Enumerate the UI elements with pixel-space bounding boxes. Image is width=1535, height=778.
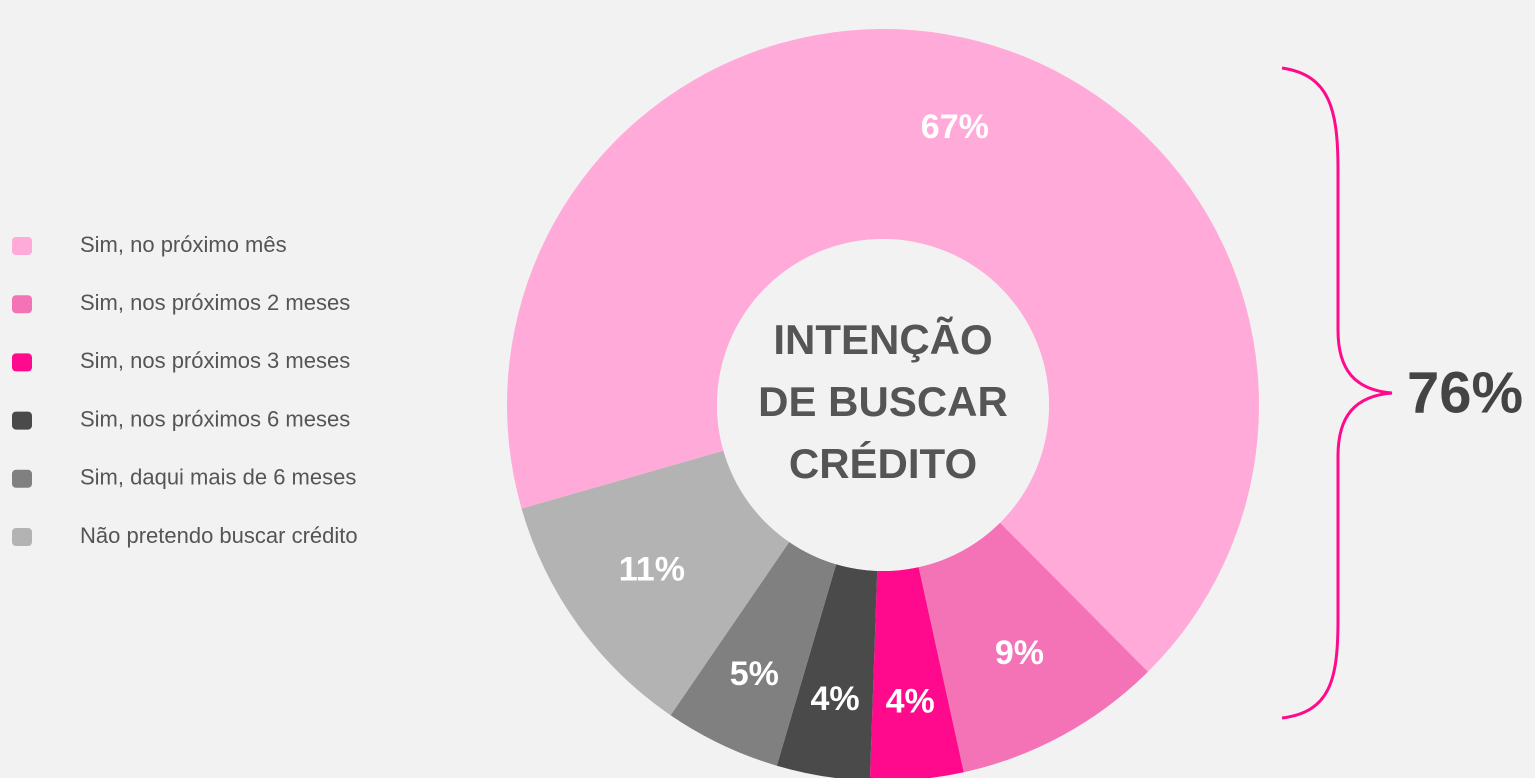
legend-swatch [12,528,32,546]
legend-swatch [12,411,32,430]
legend-swatch [12,353,32,372]
center-label: CRÉDITO [789,440,977,487]
legend-label: Sim, nos próximos 2 meses [80,290,350,315]
brace [1281,66,1393,720]
data-label: 11% [619,551,685,589]
data-label: 9% [995,634,1044,672]
legend-swatch [12,295,32,314]
slice [521,450,790,716]
legend-label: Não pretendo buscar crédito [80,523,358,548]
legend-label: Sim, nos próximos 6 meses [80,406,350,431]
legend-label: Sim, no próximo mês [80,232,287,257]
legend-label: Sim, nos próximos 3 meses [80,348,350,373]
slice [869,567,964,778]
legend-swatch [12,237,32,255]
legend-label: Sim, daqui mais de 6 meses [80,465,356,490]
center-label: DE BUSCAR [758,378,1008,425]
center-hole [717,239,1049,571]
data-label: 5% [730,655,779,693]
slice [776,564,878,778]
center-label: INTENÇÃO [773,316,992,363]
data-label: 4% [810,680,859,718]
data-label: 67% [921,108,989,146]
slice [918,522,1148,773]
slice [670,541,837,766]
slice [507,29,1259,672]
legend-swatch [12,469,32,488]
annotation: 76% [1407,360,1523,425]
data-label: 4% [886,683,935,721]
